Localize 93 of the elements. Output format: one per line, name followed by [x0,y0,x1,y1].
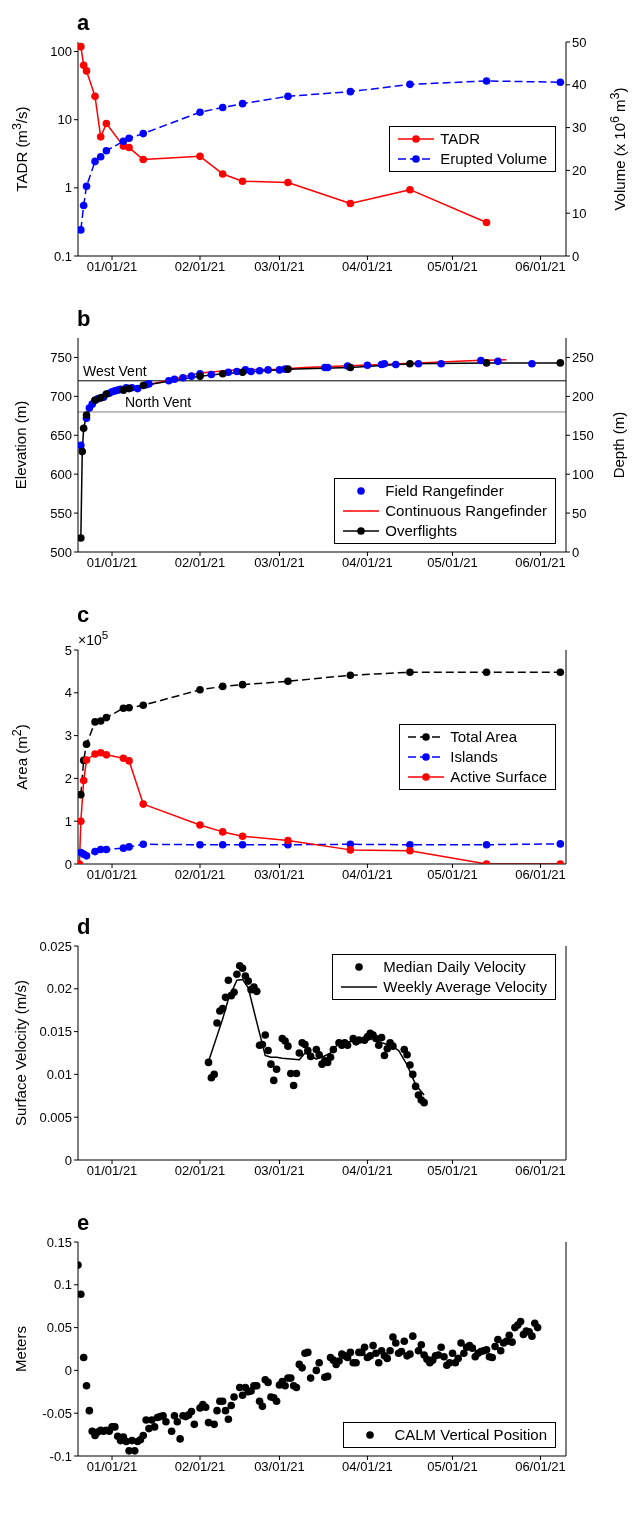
x-tick-label: 01/01/21 [86,259,138,275]
y-tick-label: 0.1 [53,248,72,264]
y-tick-label: 0.1 [53,1277,72,1293]
x-tick-label: 05/01/21 [427,1459,478,1475]
y-tick-label: 1 [64,180,72,196]
legend-label: Overflights [385,521,457,541]
y2-tick-label: 10 [572,205,587,221]
x-tick-label: 04/01/21 [342,867,393,883]
y2-tick-label: 250 [572,350,594,366]
y-tick-label: 0 [64,1152,72,1168]
x-tick-label: 05/01/21 [427,867,478,883]
legend-label: Continuous Rangefinder [385,501,547,521]
legend-label: CALM Vertical Position [394,1425,547,1445]
x-tick-label: 06/01/21 [515,1459,566,1475]
y-tick-label: 700 [50,388,72,404]
y-tick-label: 0.15 [46,1234,72,1250]
x-tick-label: 04/01/21 [342,259,393,275]
x-tick-label: 02/01/21 [174,555,226,571]
legend-label: Islands [450,747,498,767]
x-tick-label: 01/01/21 [86,1163,138,1179]
y-tick-label: 750 [50,350,72,366]
x-tick-label: 03/01/21 [254,555,305,571]
x-tick-label: 03/01/21 [254,867,305,883]
y2-tick-label: 100 [572,466,594,482]
y-tick-label: 0.005 [39,1109,72,1125]
x-tick-label: 04/01/21 [342,1459,393,1475]
y-tick-label: 0.02 [46,981,72,997]
y-tick-label: 650 [50,427,72,443]
x-tick-label: 02/01/21 [174,1459,226,1475]
y-tick-label: 2 [64,771,72,787]
y2-tick-label: 200 [572,388,594,404]
y2-tick-label: 20 [572,163,587,179]
y-tick-label: 500 [50,544,72,560]
x-tick-label: 01/01/21 [86,867,138,883]
x-tick-label: 02/01/21 [174,867,226,883]
legend-label: Total Area [450,727,517,747]
y2-tick-label: 50 [572,34,587,50]
y-axis-title: Elevation (m) [11,400,29,490]
chart-title: a [77,10,90,35]
y-tick-label: 4 [64,685,72,701]
x-tick-label: 06/01/21 [515,555,566,571]
y2-axis-title: Depth (m) [609,411,627,479]
y-tick-label: 0.015 [39,1024,72,1040]
x-tick-label: 04/01/21 [342,555,393,571]
y2-tick-label: 50 [572,505,587,521]
x-tick-label: 06/01/21 [515,867,566,883]
legend-label: Field Rangefinder [385,481,504,501]
y-tick-label: 0 [64,1363,72,1379]
x-tick-label: 01/01/21 [86,555,138,571]
x-tick-label: 03/01/21 [254,1459,305,1475]
y2-tick-label: 0 [572,248,580,264]
x-tick-label: 01/01/21 [86,1459,138,1475]
y-tick-label: 0.025 [39,938,72,954]
y-tick-label: 5 [64,642,72,658]
chart-title: e [77,1210,90,1235]
ref-line-label: North Vent [125,393,192,410]
legend-label: Erupted Volume [440,149,547,169]
legend-label: Median Daily Velocity [383,957,526,977]
y-tick-label: 3 [64,728,72,744]
x-tick-label: 06/01/21 [515,1163,566,1179]
y-tick-label: -0.05 [42,1405,72,1421]
legend-label: TADR [440,129,480,149]
y-tick-label: -0.1 [49,1448,72,1464]
x-tick-label: 02/01/21 [174,1163,226,1179]
x-tick-label: 05/01/21 [427,259,478,275]
x-tick-label: 03/01/21 [254,1163,305,1179]
x-tick-label: 04/01/21 [342,1163,393,1179]
x-tick-label: 03/01/21 [254,259,305,275]
y2-tick-label: 30 [572,120,587,136]
y2-tick-label: 150 [572,427,594,443]
x-tick-label: 05/01/21 [427,1163,478,1179]
x-tick-label: 06/01/21 [515,259,566,275]
legend-label: Weekly Average Velocity [383,977,547,997]
y2-tick-label: 40 [572,77,587,93]
y-tick-label: 1 [64,813,72,829]
legend-label: Active Surface [450,767,547,787]
x-tick-label: 05/01/21 [427,555,478,571]
chart-title: c [77,602,90,627]
text: ×10$^{5}$ [78,628,109,648]
y-tick-label: 0.05 [46,1320,72,1336]
y-tick-label: 550 [50,505,72,521]
y2-tick-label: 0 [572,544,580,560]
y-tick-label: 0.01 [46,1067,72,1083]
y-tick-label: 600 [50,466,72,482]
y-axis-title: Surface Velocity (m/s) [11,980,29,1126]
x-tick-label: 02/01/21 [174,259,226,275]
y-axis-title: Meters [11,1326,29,1372]
chart-title: b [77,306,91,331]
chart-title: d [77,914,91,939]
y-tick-label: 10 [57,112,72,128]
y-tick-label: 100 [50,44,72,60]
y-tick-label: 0 [64,856,72,872]
ref-line-label: West Vent [83,362,147,379]
